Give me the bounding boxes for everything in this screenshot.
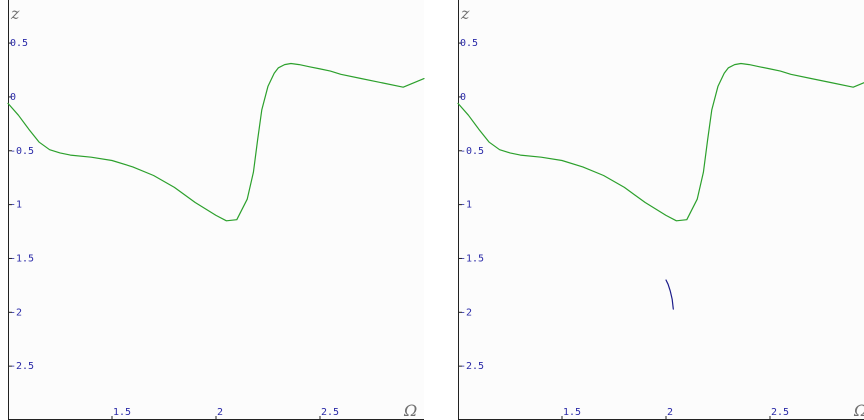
y-tick-label: -2 xyxy=(460,307,472,318)
x-tick-label: 1.5 xyxy=(113,407,131,418)
y-tick-label: -0.5 xyxy=(460,146,484,157)
x-tick-label: 1.5 xyxy=(563,407,581,418)
y-tick-label: 0.5 xyxy=(460,38,478,49)
y-tick-label: -1.5 xyxy=(10,253,34,264)
chart-panel-right: 0.5 0 -0.5 -1 -1.5 -2 -2.5 1.5 2 2.5 z Ω xyxy=(457,0,864,420)
y-tick-label: -0.5 xyxy=(10,146,34,157)
y-axis-variable-label: z xyxy=(10,4,20,23)
x-axis-variable-label: Ω xyxy=(853,401,864,420)
y-tick-label: -2.5 xyxy=(10,361,34,372)
y-tick-label: 0 xyxy=(10,92,16,103)
x-tick-label: 2 xyxy=(667,407,673,418)
x-axis-variable-label: Ω xyxy=(403,401,417,420)
y-tick-label: 0.5 xyxy=(10,38,28,49)
series-line-right xyxy=(457,62,864,222)
chart-plot-left: 0.5 0 -0.5 -1 -1.5 -2 -2.5 1.5 2 2.5 z Ω xyxy=(7,0,425,420)
chart-panel-left: 0.5 0 -0.5 -1 -1.5 -2 -2.5 1.5 2 2.5 z Ω xyxy=(7,0,425,420)
y-tick-label: -1 xyxy=(460,200,472,211)
x-tick-label: 2.5 xyxy=(321,407,339,418)
series-line-left xyxy=(7,62,425,222)
y-tick-label: -1.5 xyxy=(460,253,484,264)
y-tick-label: -2.5 xyxy=(460,361,484,372)
y-axis-variable-label: z xyxy=(460,4,470,23)
y-tick-label: -2 xyxy=(10,307,22,318)
y-tick-label: -1 xyxy=(10,200,22,211)
chart-plot-right: 0.5 0 -0.5 -1 -1.5 -2 -2.5 1.5 2 2.5 z Ω xyxy=(457,0,864,420)
y-tick-label: 0 xyxy=(460,92,466,103)
series-branch-line-right xyxy=(665,279,674,310)
x-tick-label: 2 xyxy=(217,407,223,418)
x-tick-label: 2.5 xyxy=(771,407,789,418)
